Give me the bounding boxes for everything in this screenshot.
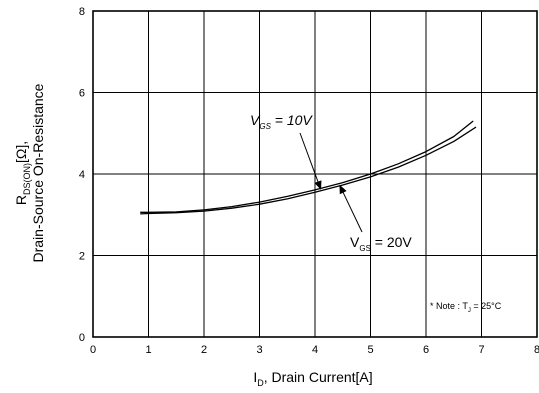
- annotation-vgs-10v: VGS = 10V: [250, 112, 313, 131]
- y-axis-title-line2: Drain-Source On-Resistance: [30, 83, 46, 262]
- x-tick-label: 3: [256, 344, 262, 356]
- annotation-vgs-20v: VGS = 20V: [350, 234, 412, 253]
- x-tick-label: 6: [423, 344, 429, 356]
- series-line-vgs-10v: [140, 120, 474, 213]
- arrow-vgs-10v: [299, 132, 322, 189]
- series-lines: [140, 120, 477, 215]
- x-tick-label: 2: [201, 344, 207, 356]
- tick-labels: 0 1 2 3 4 5 6 7 8 0 2 4 6 8: [79, 6, 539, 356]
- arrowhead-vgs-10v: [314, 180, 322, 190]
- x-tick-label: 1: [145, 344, 151, 356]
- plot-frame: [92, 10, 538, 338]
- series-line-vgs-20v: [140, 126, 477, 215]
- arrowhead-vgs-20v: [339, 184, 347, 195]
- x-tick-label: 7: [478, 344, 484, 356]
- x-tick-label: 0: [90, 344, 96, 356]
- note-text: * Note : TJ = 25°C: [430, 301, 502, 314]
- x-tick-label: 8: [534, 344, 539, 356]
- y-axis-title-line1: RDS(ON)[Ω],: [13, 141, 32, 205]
- y-tick-label: 0: [79, 332, 85, 344]
- y-axis-title: RDS(ON)[Ω], Drain-Source On-Resistance: [13, 83, 46, 262]
- y-tick-label: 2: [79, 251, 85, 263]
- annotation-arrows: [299, 132, 363, 233]
- x-tick-label: 5: [367, 344, 373, 356]
- y-tick-label: 6: [79, 88, 85, 100]
- y-tick-label: 4: [79, 169, 85, 181]
- x-axis-title: ID, Drain Current[A]: [253, 369, 372, 388]
- y-tick-label: 8: [79, 6, 85, 18]
- x-tick-label: 4: [312, 344, 318, 356]
- arrow-vgs-20v: [339, 185, 363, 233]
